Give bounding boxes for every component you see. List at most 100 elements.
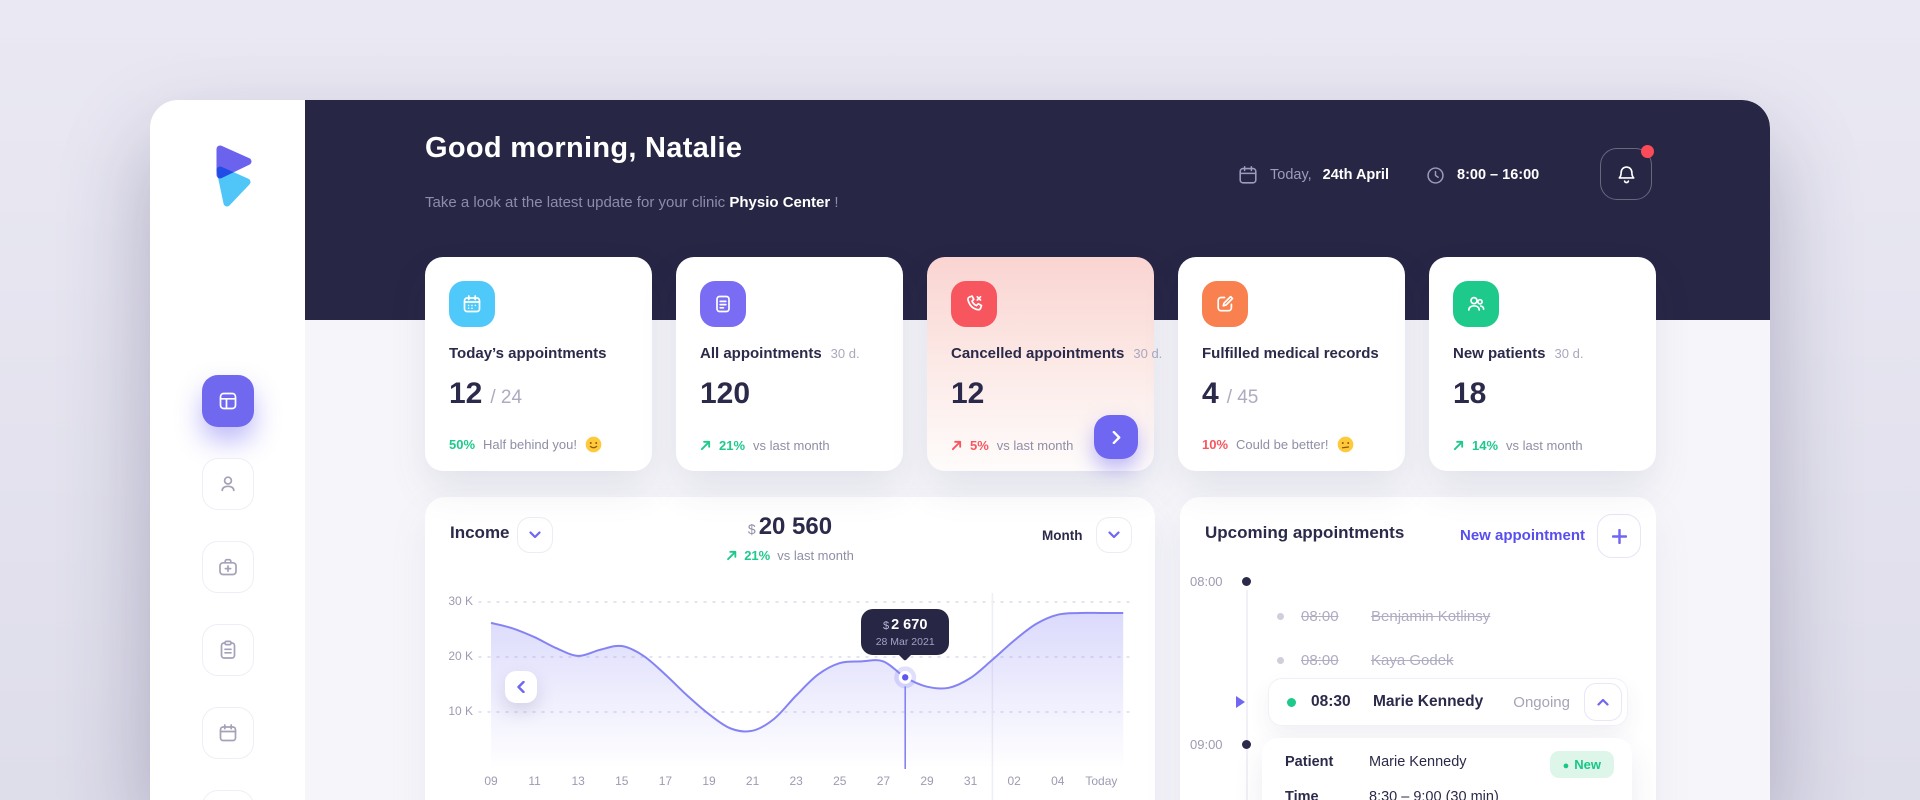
appointment-active-row[interactable]: 08:30 Marie Kennedy Ongoing [1268,678,1628,726]
chevron-left-icon [517,681,525,693]
new-appointment-link[interactable]: New appointment [1459,527,1585,544]
stat-period: 30 d. [830,346,860,361]
tooltip-amount: 2 670 [891,617,928,634]
period-dropdown-button[interactable] [1096,517,1132,553]
stat-total: / 24 [490,387,523,408]
sidebar-item-records[interactable] [202,624,254,676]
income-dropdown-button[interactable] [517,517,553,553]
detail-time-label: Time [1285,789,1319,800]
sidebar-item-patients[interactable] [202,458,254,510]
badge-dot: ● [1562,760,1570,772]
hours-value: 8:00 – 16:00 [1457,167,1540,183]
notifications-button[interactable] [1600,145,1654,200]
confused-emoji [1337,436,1353,453]
x-tick-label: 04 [1051,774,1065,788]
current-date: Today, 24th April [1237,160,1389,190]
stat-percent: 50% [449,437,476,452]
sidebar [150,100,305,800]
view-cancelled-button[interactable] [1094,415,1138,459]
y-tick-label: 20 K [448,649,473,663]
chart-previous-button[interactable] [505,671,537,703]
page-title: Good morning, Natalie [425,132,743,164]
document-icon [700,281,746,327]
add-appointment-button[interactable] [1597,514,1641,558]
appointment-cancelled-row[interactable]: 08:00 Kaya Godek [1277,649,1454,671]
new-patient-badge: ● New [1549,751,1614,778]
subtitle-suffix: ! [834,194,839,211]
subtitle-text: Take a look at the latest update for you… [425,194,726,211]
x-tick-label: 09 [484,774,498,788]
stat-percent: 5% [970,438,989,453]
sidebar-item-calendar[interactable] [202,707,254,759]
trend-up-icon [726,550,737,561]
stat-title: Fulfilled medical records [1202,345,1379,362]
x-tick-label: 19 [702,774,716,788]
stat-note: vs last month [1506,438,1583,453]
date-prefix: Today, [1270,167,1312,183]
tooltip-currency: $ [882,620,890,633]
stat-title: New patients [1453,345,1546,362]
phone-missed-icon [951,281,997,327]
stat-note: Half behind you! [483,437,577,452]
x-tick-label: 02 [1007,774,1021,788]
stat-percent: 14% [1472,438,1499,453]
stat-card-cancelled-appointments: Cancelled appointments 30 d. 12 5% vs la… [927,257,1162,471]
x-tick-label: 27 [876,774,891,788]
stat-card-fulfilled-records: Fulfilled medical records 4 / 45 10% Cou… [1178,257,1405,471]
x-tick-label: 21 [745,774,760,788]
sidebar-item-medical-services[interactable] [202,541,254,593]
appointment-time: 08:30 [1311,693,1351,710]
calendar-icon [1239,165,1257,184]
stat-note: vs last month [753,438,830,453]
x-tick-label: 13 [571,774,585,788]
stat-percent: 10% [1202,437,1229,452]
timeline-dot [1242,577,1251,586]
status-dot-active [1287,697,1296,707]
timeline-dot [1242,740,1251,749]
stat-value: 12 [951,377,985,410]
income-summary: $20 560 21% vs last month [726,513,854,563]
sidebar-item-dashboard[interactable] [202,375,254,427]
x-tick-label: 15 [615,774,629,788]
period-label: Month [1042,528,1083,543]
x-tick-label: 17 [658,774,673,788]
patient-name: Marie Kennedy [1373,693,1484,710]
badge-label: New [1574,757,1601,772]
stat-title: Today’s appointments [449,345,607,362]
trend-up-icon [951,440,962,451]
stat-period: 30 d. [1554,346,1584,361]
sidebar-item-more[interactable] [202,790,254,800]
clipboard-icon [220,640,236,659]
upcoming-title: Upcoming appointments [1205,523,1405,542]
detail-time-value: 8:30 – 9:00 (30 min) [1369,789,1499,800]
y-tick-label: 30 K [448,594,473,608]
patients-icon [1453,281,1499,327]
collapse-button[interactable] [1584,683,1622,721]
patient-name: Kaya Godek [1371,651,1454,669]
user-icon [221,476,235,492]
x-tick-label: 23 [789,774,803,788]
income-panel: Income $20 560 21% vs last month Month [425,497,1155,800]
chevron-down-icon [1108,531,1120,539]
chevron-up-icon [1597,698,1609,706]
x-tick-label: 29 [920,774,934,788]
current-appointment-marker [1236,696,1245,708]
appointment-time: 08:00 [1301,607,1339,625]
patient-name: Benjamin Kotlinsy [1371,607,1491,625]
app-logo [216,145,252,207]
edit-icon [1202,281,1248,327]
x-tick-label: 31 [963,774,978,788]
stat-card-new-patients: New patients 30 d. 18 14% vs last month [1429,257,1656,471]
chevron-right-icon [1112,430,1120,444]
x-tick-label: Today [1085,774,1118,788]
appointment-time: 08:00 [1301,651,1339,669]
stat-percent: 21% [719,438,746,453]
timeline-slot-label: 09:00 [1190,737,1223,752]
clock-icon [1427,166,1444,184]
timeline-slot-label: 08:00 [1190,574,1223,589]
appointment-cancelled-row[interactable]: 08:00 Benjamin Kotlinsy [1277,605,1490,627]
y-tick-label: 10 K [448,704,473,718]
clinic-name: Physio Center [729,194,831,211]
stat-value: 4 [1202,377,1219,410]
